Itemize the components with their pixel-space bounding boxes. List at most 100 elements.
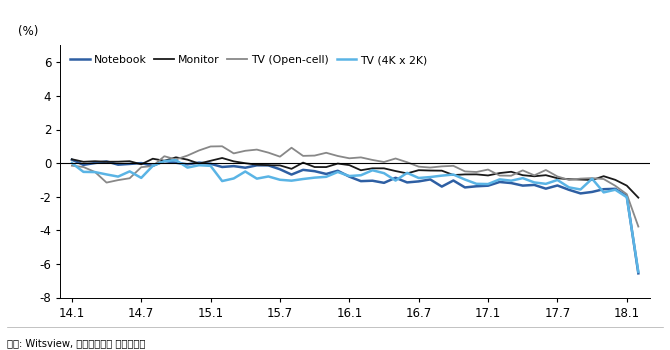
TV (Open-cell) — [519, 168, 527, 173]
TV (4K x 2K) — [496, 177, 504, 181]
TV (Open-cell) — [206, 144, 214, 148]
TV (4K x 2K) — [149, 164, 157, 168]
Notebook — [276, 167, 284, 172]
Notebook — [588, 190, 596, 194]
Monitor — [553, 176, 561, 180]
TV (Open-cell) — [438, 164, 446, 168]
Notebook — [311, 169, 319, 173]
TV (4K x 2K) — [184, 166, 192, 170]
Notebook — [299, 168, 307, 172]
TV (4K x 2K) — [357, 173, 365, 177]
TV (Open-cell) — [184, 153, 192, 158]
TV (Open-cell) — [461, 169, 469, 174]
Notebook — [507, 181, 515, 185]
TV (4K x 2K) — [206, 164, 214, 168]
Notebook — [68, 158, 76, 162]
TV (Open-cell) — [103, 181, 111, 185]
TV (4K x 2K) — [391, 178, 399, 183]
Monitor — [103, 160, 111, 164]
Monitor — [91, 159, 99, 163]
Notebook — [103, 159, 111, 163]
TV (4K x 2K) — [438, 174, 446, 178]
Notebook — [622, 194, 630, 198]
Monitor — [357, 168, 365, 172]
Monitor — [68, 157, 76, 161]
TV (4K x 2K) — [600, 190, 608, 195]
Notebook — [195, 161, 203, 165]
Monitor — [230, 159, 238, 163]
TV (Open-cell) — [137, 165, 145, 169]
TV (Open-cell) — [253, 147, 261, 152]
Monitor — [496, 171, 504, 175]
Notebook — [126, 162, 134, 166]
Monitor — [322, 165, 330, 169]
TV (4K x 2K) — [507, 178, 515, 183]
Monitor — [195, 161, 203, 166]
TV (4K x 2K) — [287, 178, 295, 183]
TV (Open-cell) — [450, 164, 458, 168]
TV (4K x 2K) — [484, 182, 492, 186]
TV (Open-cell) — [588, 176, 596, 180]
Monitor — [634, 196, 643, 200]
Monitor — [311, 165, 319, 169]
Notebook — [461, 185, 469, 189]
TV (4K x 2K) — [311, 176, 319, 180]
TV (Open-cell) — [357, 155, 365, 160]
Monitor — [403, 171, 411, 175]
Notebook — [496, 180, 504, 184]
Monitor — [565, 177, 573, 181]
Monitor — [380, 166, 388, 170]
TV (Open-cell) — [287, 146, 295, 150]
Monitor — [334, 161, 342, 166]
TV (Open-cell) — [114, 178, 122, 182]
Notebook — [391, 176, 399, 180]
Monitor — [160, 159, 168, 163]
TV (Open-cell) — [611, 184, 619, 188]
TV (Open-cell) — [334, 154, 342, 158]
Notebook — [357, 179, 365, 183]
Notebook — [80, 163, 88, 167]
Notebook — [519, 183, 527, 188]
TV (Open-cell) — [276, 155, 284, 159]
Monitor — [218, 156, 226, 160]
TV (4K x 2K) — [265, 174, 273, 179]
TV (Open-cell) — [149, 164, 157, 168]
TV (4K x 2K) — [334, 170, 342, 174]
Legend: Notebook, Monitor, TV (Open-cell), TV (4K x 2K): Notebook, Monitor, TV (Open-cell), TV (4… — [66, 51, 432, 70]
TV (Open-cell) — [530, 173, 538, 177]
TV (Open-cell) — [553, 174, 561, 179]
TV (Open-cell) — [415, 164, 423, 169]
TV (4K x 2K) — [461, 177, 469, 182]
Notebook — [438, 184, 446, 189]
Monitor — [172, 155, 180, 160]
Monitor — [588, 178, 596, 182]
TV (4K x 2K) — [230, 176, 238, 181]
Monitor — [114, 160, 122, 164]
Monitor — [484, 173, 492, 177]
Notebook — [530, 183, 538, 187]
TV (Open-cell) — [265, 150, 273, 155]
Monitor — [369, 166, 377, 170]
TV (Open-cell) — [311, 154, 319, 158]
TV (Open-cell) — [634, 224, 643, 229]
Notebook — [184, 162, 192, 167]
Line: TV (4K x 2K): TV (4K x 2K) — [72, 160, 639, 272]
TV (4K x 2K) — [553, 178, 561, 182]
Monitor — [450, 173, 458, 177]
Monitor — [391, 169, 399, 173]
TV (4K x 2K) — [241, 169, 249, 174]
TV (Open-cell) — [345, 156, 353, 160]
Monitor — [622, 183, 630, 188]
TV (Open-cell) — [218, 144, 226, 148]
Monitor — [345, 163, 353, 167]
TV (Open-cell) — [160, 154, 168, 158]
TV (Open-cell) — [126, 176, 134, 180]
Monitor — [461, 172, 469, 176]
Monitor — [542, 173, 550, 177]
TV (Open-cell) — [565, 178, 573, 182]
Monitor — [438, 169, 446, 173]
Monitor — [472, 172, 480, 176]
Monitor — [507, 170, 515, 174]
TV (Open-cell) — [391, 156, 399, 161]
TV (4K x 2K) — [103, 172, 111, 176]
